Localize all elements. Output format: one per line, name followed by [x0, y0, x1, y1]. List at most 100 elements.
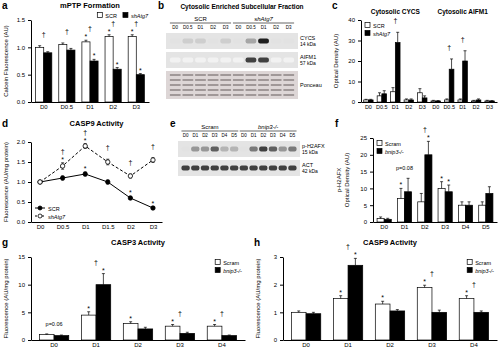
ponceau-stripe — [195, 89, 206, 91]
bar — [479, 205, 486, 222]
x-tick: D2 — [421, 224, 429, 230]
x-tick-label: D1 — [392, 104, 399, 110]
x-tick: D2 — [386, 342, 394, 348]
ponceau-stripe — [220, 94, 231, 96]
band — [269, 147, 277, 152]
x-tick: D3 — [132, 104, 140, 110]
ponceau-stripe — [208, 94, 219, 96]
x-tick: D5 — [482, 224, 490, 230]
error-bar — [490, 100, 493, 101]
significance-marker: * — [339, 289, 342, 296]
band — [195, 58, 206, 63]
band — [271, 58, 282, 63]
legend-swatch — [97, 13, 102, 18]
y-tick-mark — [358, 102, 361, 103]
group-significance: † — [128, 159, 132, 166]
legend-item: Scram — [467, 260, 491, 266]
band — [283, 58, 294, 63]
band — [211, 147, 219, 152]
band — [230, 147, 238, 152]
annotations: ******††††† — [42, 20, 142, 74]
bar — [39, 334, 54, 340]
significance-marker: * — [213, 318, 216, 325]
ponceau-stripe — [170, 89, 181, 91]
y-axis: 0.00.51.01.52.0 — [17, 139, 32, 225]
legend-swatch — [467, 268, 472, 273]
band — [249, 147, 257, 152]
error-bar — [60, 335, 63, 337]
point — [106, 180, 110, 184]
x-tick: D1.5 — [102, 224, 115, 230]
band — [246, 39, 257, 44]
y-tick: 20 — [348, 58, 361, 64]
significance-marker: * — [102, 267, 105, 274]
error-bar — [379, 217, 382, 219]
bar — [44, 53, 52, 102]
group-significance: † — [472, 281, 476, 288]
significance-marker: * — [465, 289, 468, 296]
error-bar — [45, 333, 48, 335]
group-significance: † — [151, 143, 155, 150]
panel-label: a — [2, 0, 8, 11]
legend-label: bnip3-/- — [223, 268, 242, 274]
bar — [207, 326, 222, 340]
ponceau-stripe — [271, 79, 282, 81]
lane-label: D0 — [183, 133, 189, 138]
x-tick: D2 — [134, 342, 142, 348]
group-significance: † — [393, 17, 397, 24]
group-significance: † — [106, 144, 110, 151]
band — [220, 58, 231, 63]
x-tick: D1 — [82, 224, 90, 230]
band — [246, 58, 257, 63]
x-tick-label: D0.5 — [443, 104, 455, 110]
panel-label: d — [2, 118, 8, 129]
panel: amPTP FormationCalcein Fluorescence (AU)… — [2, 0, 150, 110]
legend-swatch — [215, 268, 220, 273]
bar — [405, 192, 412, 222]
x-tick-label: D1 — [459, 104, 466, 110]
panel-label: e — [170, 118, 176, 129]
ponceau-stripe — [283, 84, 294, 86]
error-bar — [93, 59, 96, 61]
lane-label: D1 — [261, 25, 267, 30]
x-tick-label: D3 — [486, 104, 493, 110]
lane-label: D2 — [202, 133, 208, 138]
bar — [123, 323, 138, 340]
bar — [128, 36, 136, 102]
lane-label: D1 — [192, 133, 198, 138]
annotations: *****†††p=0.06 — [46, 259, 224, 327]
error-bar — [38, 46, 41, 48]
point — [128, 196, 132, 200]
y-tick-mark — [28, 142, 31, 143]
band — [170, 58, 181, 63]
row-size: 57 kDa — [300, 60, 316, 66]
band — [181, 166, 189, 171]
x-tick-label: D2 — [109, 104, 117, 110]
ponceau-stripe — [208, 89, 219, 91]
panel-label: g — [2, 237, 8, 248]
error-bar — [106, 180, 109, 184]
band — [208, 58, 219, 63]
y-tick: 40 — [348, 17, 361, 23]
significance-marker: * — [93, 52, 96, 59]
x-axis-line — [32, 340, 246, 341]
ponceau-stripe — [183, 74, 194, 76]
x-axis-line — [374, 222, 498, 223]
bar — [54, 336, 69, 340]
x-axis: D0D0.5D1D2D3D0D0.5D1D2D3 — [362, 103, 498, 110]
significance-marker: * — [87, 305, 90, 312]
ponceau-stripe — [258, 94, 269, 96]
ponceau-stripe — [246, 84, 257, 86]
band — [249, 166, 257, 171]
plot-area — [38, 144, 155, 211]
legend: SCRshAtg7 — [365, 23, 391, 37]
bar — [368, 100, 373, 102]
y-tick-label: 1 — [274, 310, 278, 316]
error-bar — [480, 311, 483, 312]
error-bar — [213, 325, 216, 327]
ponceau-stripe — [195, 79, 206, 81]
legend-label: shAtg7 — [373, 31, 391, 37]
y-axis-line — [31, 21, 32, 103]
error-bar — [84, 172, 87, 176]
title: CASP9 Activity — [70, 119, 125, 128]
